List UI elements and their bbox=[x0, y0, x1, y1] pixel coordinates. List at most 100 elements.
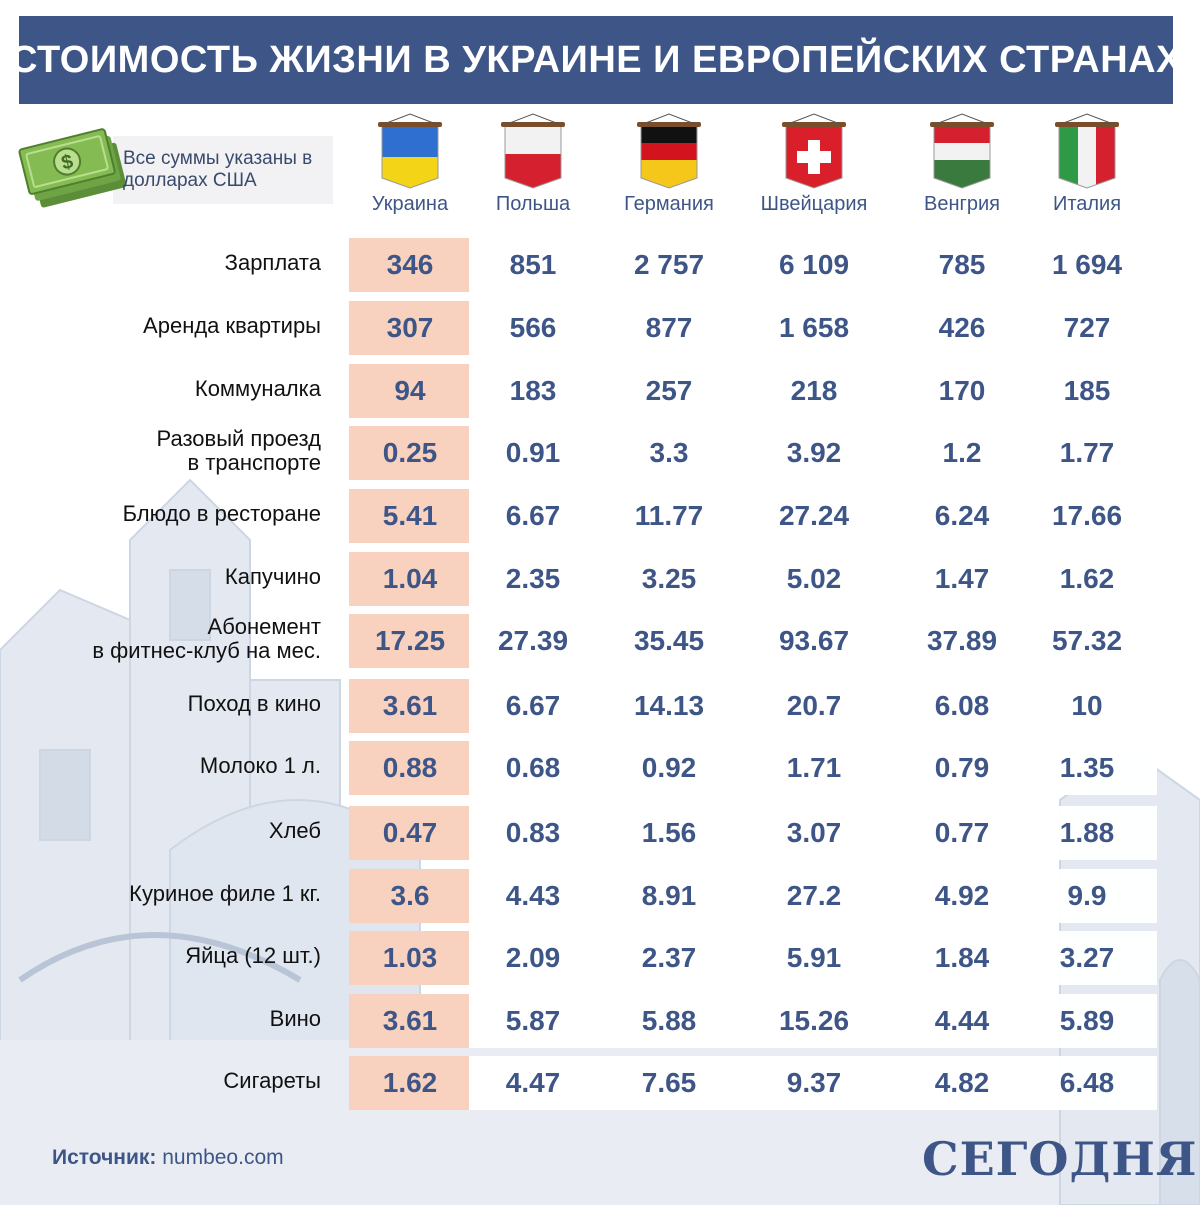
ukraine-highlight-cell bbox=[349, 869, 469, 923]
value-cell: 877 bbox=[645, 312, 693, 343]
row-label: Аренда квартиры bbox=[1, 314, 321, 338]
ukraine-highlight-cell bbox=[349, 806, 469, 860]
table-row bbox=[349, 806, 1157, 860]
value-cell: 3.25 bbox=[641, 563, 697, 594]
row-label-line: Блюдо в ресторане bbox=[122, 501, 321, 526]
ukraine-highlight-cell bbox=[349, 614, 469, 668]
ukraine-flag-icon bbox=[370, 112, 450, 192]
value-cell: 1.2 bbox=[942, 437, 982, 468]
row-label: Хлеб bbox=[1, 819, 321, 843]
value-cell: 15.26 bbox=[778, 1005, 850, 1036]
value-cell: 3.27 bbox=[1059, 942, 1115, 973]
value-cell: 0.92 bbox=[641, 752, 697, 783]
value-cell: 57.32 bbox=[1051, 625, 1123, 656]
value-cell: 1.84 bbox=[934, 942, 990, 973]
ukraine-highlight-cell bbox=[349, 301, 469, 355]
value-cell: 6 109 bbox=[778, 249, 850, 280]
row-label-line: Зарплата bbox=[224, 250, 321, 275]
value-cell: 785 bbox=[938, 249, 986, 280]
value-cell: 566 bbox=[509, 312, 557, 343]
ukraine-highlight-cell bbox=[349, 489, 469, 543]
value-cell: 1.56 bbox=[641, 817, 697, 848]
note-background bbox=[113, 136, 333, 204]
value-cell: 9.37 bbox=[786, 1067, 842, 1098]
money-banknotes-icon: $ bbox=[18, 128, 127, 208]
row-label: Яйца (12 шт.) bbox=[1, 944, 321, 968]
row-label-line: в фитнес-клуб на мес. bbox=[92, 638, 321, 663]
table-row bbox=[349, 364, 1157, 418]
value-cell: 2.35 bbox=[505, 563, 561, 594]
table-row bbox=[349, 426, 1157, 480]
hungary-flag-icon bbox=[922, 112, 1002, 192]
value-cell: 27.2 bbox=[786, 880, 842, 911]
value-cell: 0.47 bbox=[382, 817, 438, 848]
row-label: Коммуналка bbox=[1, 377, 321, 401]
table-row bbox=[349, 931, 1157, 985]
value-cell: 1.47 bbox=[934, 563, 990, 594]
table-row bbox=[349, 869, 1157, 923]
value-cell: 0.79 bbox=[934, 752, 990, 783]
value-cell: 426 bbox=[938, 312, 986, 343]
table-row bbox=[349, 489, 1157, 543]
value-cell: 3.61 bbox=[382, 1005, 438, 1036]
value-cell: 17.66 bbox=[1051, 500, 1123, 531]
value-cell: 0.25 bbox=[382, 437, 438, 468]
germany-flag-icon bbox=[629, 112, 709, 192]
value-cell: 9.9 bbox=[1067, 880, 1107, 911]
value-cell: 727 bbox=[1063, 312, 1111, 343]
value-cell: 11.77 bbox=[634, 500, 704, 531]
value-cell: 6.67 bbox=[505, 500, 561, 531]
value-cell: 94 bbox=[394, 375, 426, 406]
row-label-line: Абонемент bbox=[207, 614, 321, 639]
value-cell: 4.92 bbox=[934, 880, 990, 911]
value-cell: 5.41 bbox=[382, 500, 438, 531]
value-cell: 3.61 bbox=[382, 690, 438, 721]
brand-logo: СЕГОДНЯ bbox=[922, 1132, 1198, 1186]
source-line: Источник: numbeo.com bbox=[52, 1146, 284, 1170]
table-row bbox=[349, 552, 1157, 606]
ukraine-highlight-cell bbox=[349, 426, 469, 480]
row-label: Сигареты bbox=[1, 1069, 321, 1093]
svg-text:$: $ bbox=[59, 151, 75, 175]
value-cell: 14.13 bbox=[633, 690, 705, 721]
country-label: Венгрия bbox=[924, 193, 1000, 215]
value-cell: 27.39 bbox=[497, 625, 569, 656]
value-cell: 3.92 bbox=[786, 437, 842, 468]
value-cell: 10 bbox=[1071, 690, 1103, 721]
value-cell: 185 bbox=[1063, 375, 1111, 406]
ukraine-highlight-cell bbox=[349, 238, 469, 292]
value-cell: 0.77 bbox=[934, 817, 990, 848]
value-cell: 218 bbox=[790, 375, 838, 406]
ukraine-highlight-cell bbox=[349, 741, 469, 795]
value-cell: 4.43 bbox=[505, 880, 561, 911]
value-cell: 35.45 bbox=[633, 625, 705, 656]
country-label: Италия bbox=[1052, 193, 1122, 215]
value-cell: 27.24 bbox=[778, 500, 850, 531]
row-label: Поход в кино bbox=[1, 692, 321, 716]
page-title: СТОИМОСТЬ ЖИЗНИ В УКРАИНЕ И ЕВРОПЕЙСКИХ … bbox=[10, 38, 1182, 81]
row-label-line: Коммуналка bbox=[194, 376, 321, 401]
value-cell: 7.65 bbox=[641, 1067, 697, 1098]
row-label-line: Хлеб bbox=[268, 818, 321, 843]
value-cell: 1.77 bbox=[1059, 437, 1115, 468]
row-label-line: в транспорте bbox=[187, 450, 321, 475]
value-cell: 5.87 bbox=[505, 1005, 561, 1036]
currency-note: $ Все суммы указаны в долларах США bbox=[18, 118, 333, 208]
value-cell: 307 bbox=[386, 312, 434, 343]
value-cell: 6.67 bbox=[505, 690, 561, 721]
table-row bbox=[349, 679, 1157, 733]
value-cell: 6.08 bbox=[934, 690, 990, 721]
table-row bbox=[349, 994, 1157, 1048]
value-cell: 2.09 bbox=[505, 942, 561, 973]
value-cell: 3.6 bbox=[390, 880, 430, 911]
italy-flag-icon bbox=[1047, 112, 1127, 192]
value-cell: 2 757 bbox=[633, 249, 705, 280]
country-label: Украина bbox=[371, 193, 449, 215]
value-cell: 0.68 bbox=[505, 752, 561, 783]
ukraine-highlight-cell bbox=[349, 994, 469, 1048]
row-label-line: Сигареты bbox=[223, 1068, 321, 1093]
value-cell: 257 bbox=[645, 375, 693, 406]
row-label: Капучино bbox=[1, 565, 321, 589]
value-cell: 1 694 bbox=[1051, 249, 1123, 280]
value-cell: 6.24 bbox=[934, 500, 990, 531]
